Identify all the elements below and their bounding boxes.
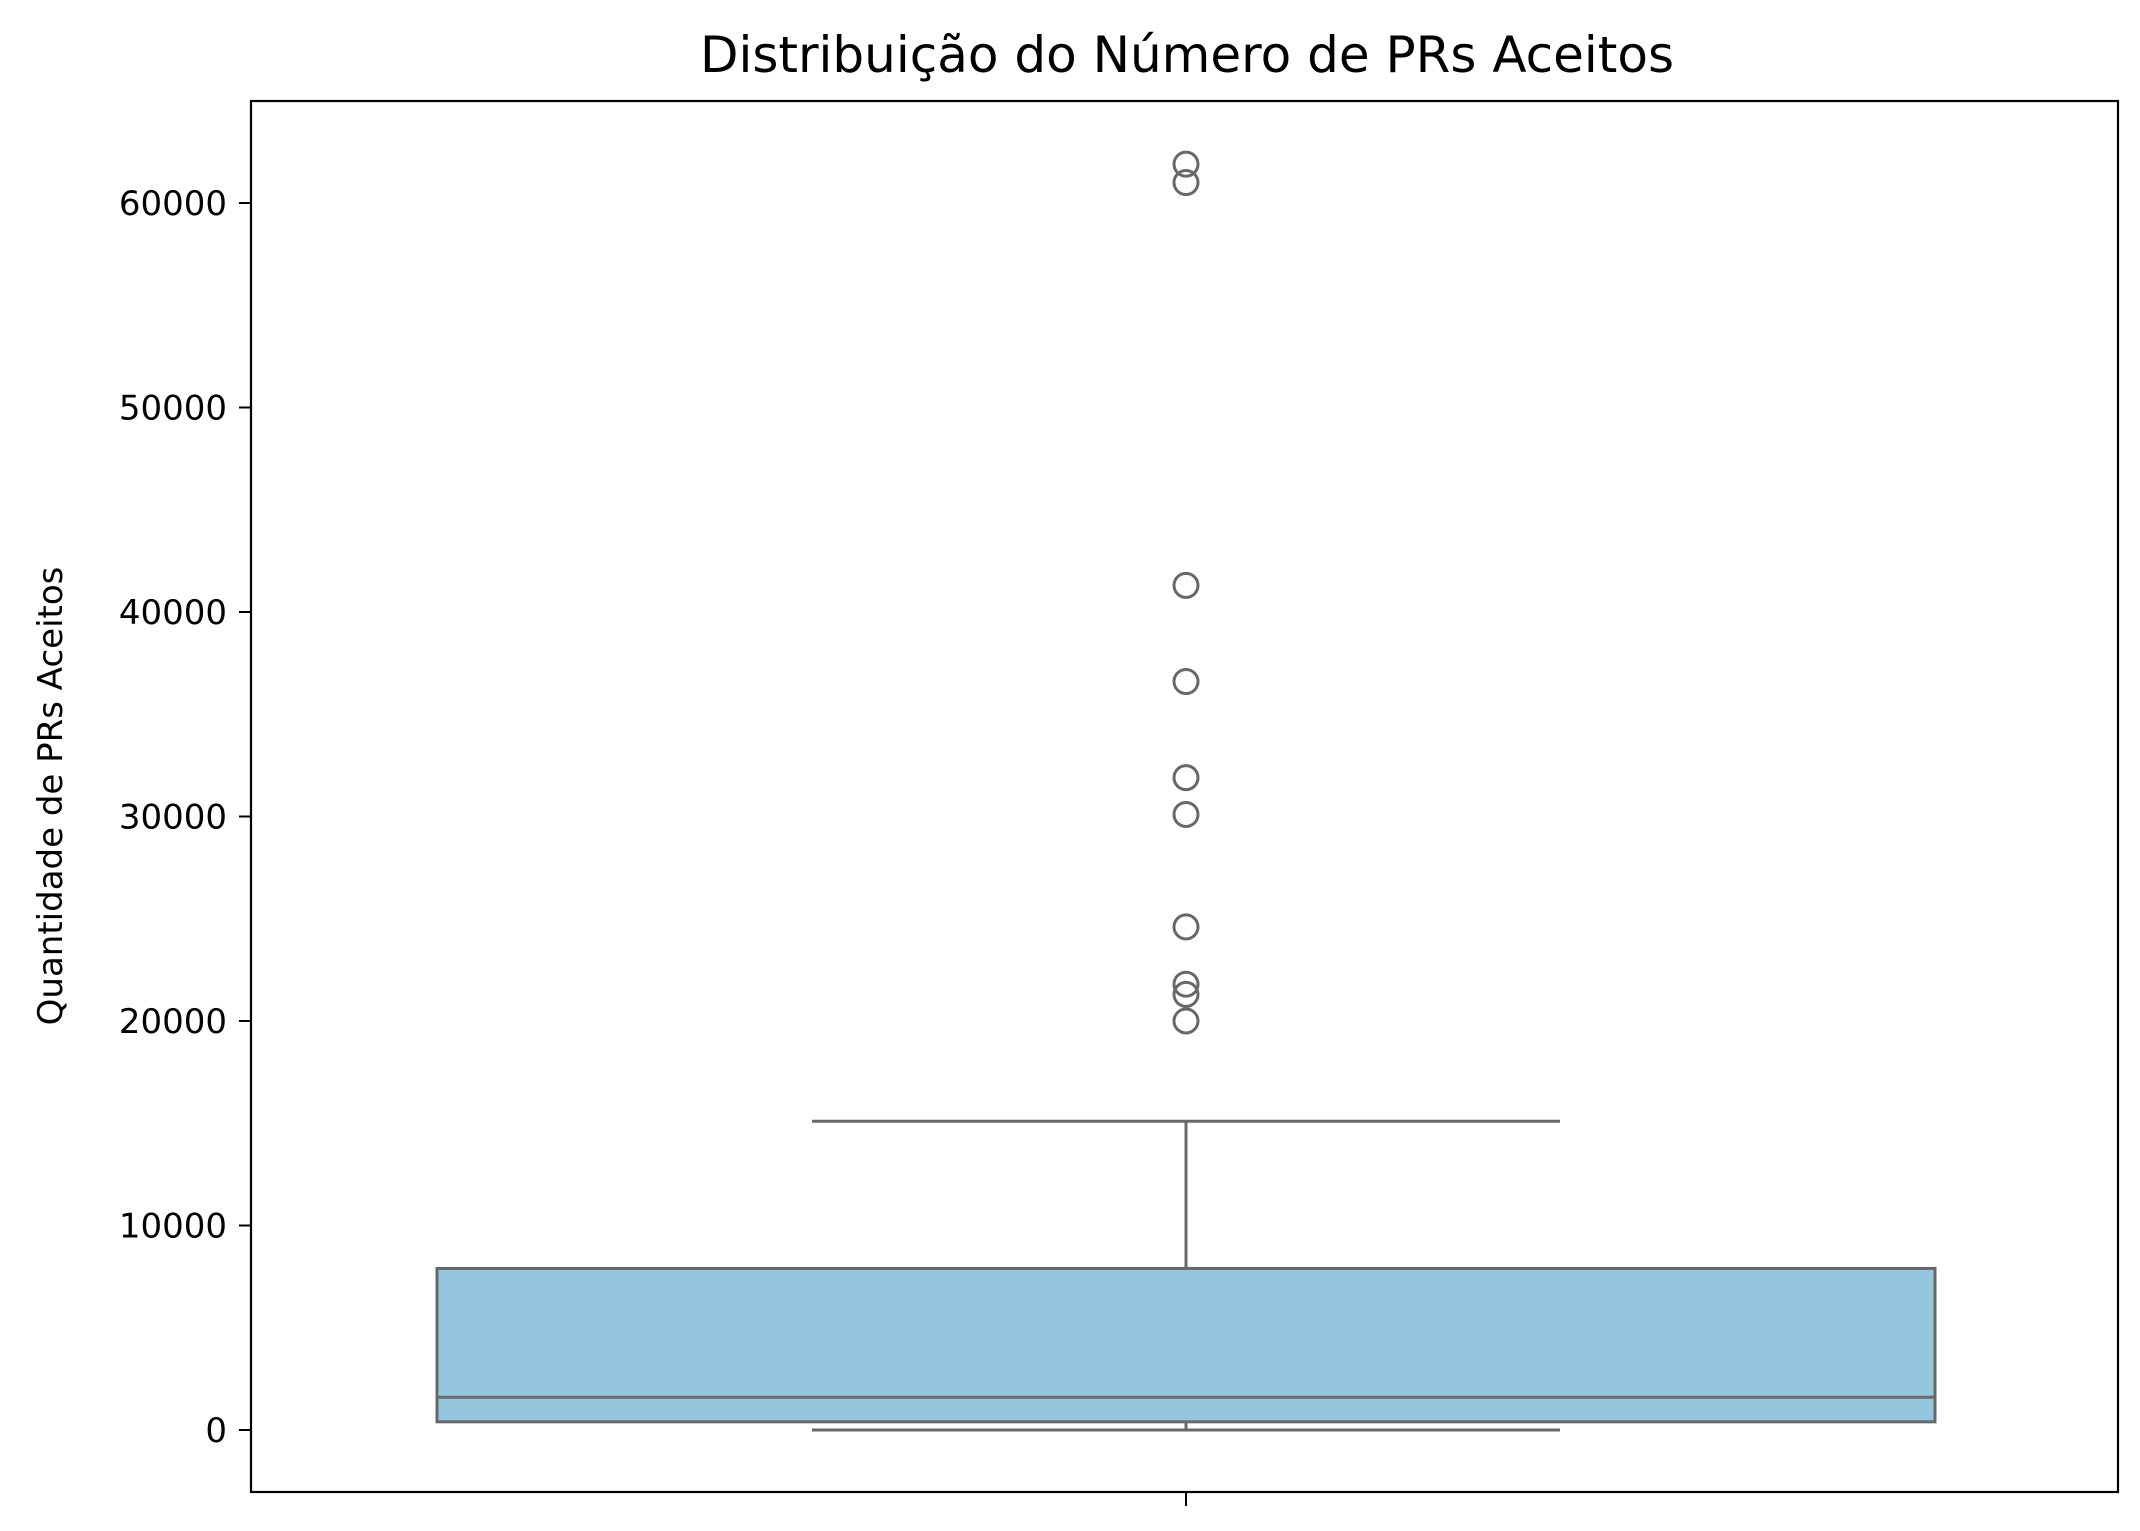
- y-tick-label: 0: [205, 1411, 227, 1451]
- outlier-point: [1172, 800, 1200, 828]
- outlier-point: [1172, 980, 1200, 1008]
- y-tick-label: 10000: [119, 1207, 227, 1247]
- outlier-point: [1172, 764, 1200, 792]
- outlier-point: [1172, 970, 1200, 998]
- outlier-point: [1172, 913, 1200, 941]
- plot-area: [435, 150, 1937, 1432]
- outlier-point: [1172, 150, 1200, 178]
- y-tick-label: 20000: [119, 1002, 227, 1042]
- y-tick-label: 50000: [119, 389, 227, 429]
- outlier-point: [1172, 668, 1200, 696]
- axes-frame: [249, 99, 2120, 1494]
- y-axis-label: Quantidade de PRs Aceitos: [31, 567, 71, 1026]
- y-axis: 0 10000 20000 30000 40000 50000 60000: [119, 184, 251, 1451]
- outlier-point: [1172, 1007, 1200, 1035]
- box-iqr: [435, 1266, 1937, 1424]
- y-tick-label: 60000: [119, 184, 227, 224]
- y-tick-label: 40000: [119, 593, 227, 633]
- outlier-point: [1172, 169, 1200, 197]
- y-tick-label: 30000: [119, 798, 227, 838]
- outlier-point: [1172, 571, 1200, 599]
- chart-title: Distribuição do Número de PRs Aceitos: [700, 26, 1674, 84]
